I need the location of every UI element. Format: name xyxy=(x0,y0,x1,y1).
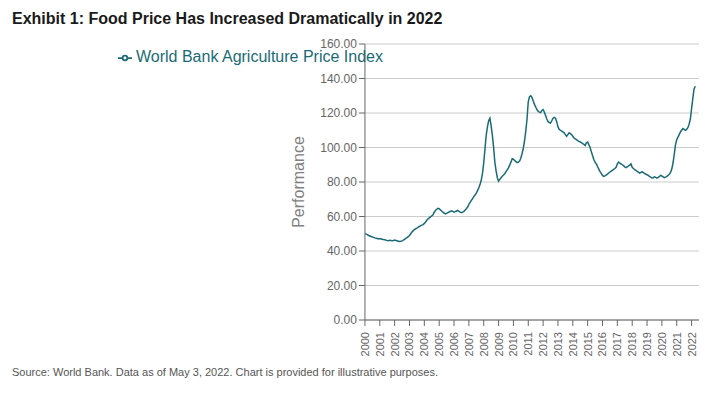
svg-text:60.00: 60.00 xyxy=(327,210,357,224)
svg-text:2011: 2011 xyxy=(522,332,534,356)
svg-text:140.00: 140.00 xyxy=(320,72,357,86)
svg-text:40.00: 40.00 xyxy=(327,244,357,258)
html-text:Exhibit 1: Food Price Has Incr: Exhibit 1: Food Price Has Increased Dram… xyxy=(12,10,443,27)
svg-text:2000: 2000 xyxy=(359,332,371,356)
svg-text:2019: 2019 xyxy=(641,332,653,356)
svg-text:2005: 2005 xyxy=(433,332,445,356)
svg-text:20.00: 20.00 xyxy=(327,279,357,293)
svg-text:2022: 2022 xyxy=(686,332,698,356)
svg-text:0.00: 0.00 xyxy=(334,313,358,327)
svg-text:2016: 2016 xyxy=(596,332,608,356)
html-text:World Bank Agriculture Price I: World Bank Agriculture Price Index xyxy=(136,48,383,65)
svg-text:100.00: 100.00 xyxy=(320,141,357,155)
svg-text:2021: 2021 xyxy=(671,332,683,356)
svg-text:2020: 2020 xyxy=(656,332,668,356)
svg-text:80.00: 80.00 xyxy=(327,175,357,189)
svg-text:2009: 2009 xyxy=(493,332,505,356)
svg-text:2008: 2008 xyxy=(478,332,490,356)
svg-text:120.00: 120.00 xyxy=(320,106,357,120)
svg-text:2015: 2015 xyxy=(582,332,594,356)
html-text:Source: World Bank. Data as of: Source: World Bank. Data as of May 3, 20… xyxy=(12,366,438,378)
svg-text:2006: 2006 xyxy=(448,332,460,356)
svg-text:2002: 2002 xyxy=(389,332,401,356)
svg-text:160.00: 160.00 xyxy=(320,37,357,51)
svg-text:2012: 2012 xyxy=(537,332,549,356)
svg-text:2010: 2010 xyxy=(507,332,519,356)
svg-text:2013: 2013 xyxy=(552,332,564,356)
svg-text:2004: 2004 xyxy=(418,332,430,356)
svg-text:2003: 2003 xyxy=(403,332,415,356)
svg-text:2018: 2018 xyxy=(626,332,638,356)
svg-text:Performance: Performance xyxy=(290,136,307,228)
svg-text:2007: 2007 xyxy=(463,332,475,356)
svg-text:2017: 2017 xyxy=(611,332,623,356)
svg-text:2014: 2014 xyxy=(567,332,579,356)
svg-text:2001: 2001 xyxy=(374,332,386,356)
